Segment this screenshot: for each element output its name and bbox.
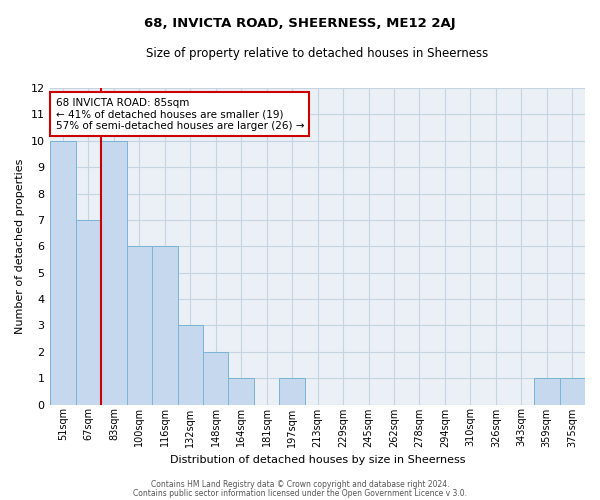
Y-axis label: Number of detached properties: Number of detached properties — [15, 158, 25, 334]
Text: Contains public sector information licensed under the Open Government Licence v : Contains public sector information licen… — [133, 488, 467, 498]
Bar — [152, 246, 178, 404]
Bar — [560, 378, 585, 404]
Bar — [178, 326, 203, 404]
Bar — [50, 141, 76, 405]
Text: 68, INVICTA ROAD, SHEERNESS, ME12 2AJ: 68, INVICTA ROAD, SHEERNESS, ME12 2AJ — [144, 18, 456, 30]
X-axis label: Distribution of detached houses by size in Sheerness: Distribution of detached houses by size … — [170, 455, 466, 465]
Bar — [101, 141, 127, 405]
Bar — [280, 378, 305, 404]
Text: Contains HM Land Registry data © Crown copyright and database right 2024.: Contains HM Land Registry data © Crown c… — [151, 480, 449, 489]
Title: Size of property relative to detached houses in Sheerness: Size of property relative to detached ho… — [146, 48, 489, 60]
Bar — [534, 378, 560, 404]
Bar — [229, 378, 254, 404]
Bar — [203, 352, 229, 405]
Bar — [127, 246, 152, 404]
Text: 68 INVICTA ROAD: 85sqm
← 41% of detached houses are smaller (19)
57% of semi-det: 68 INVICTA ROAD: 85sqm ← 41% of detached… — [56, 98, 304, 130]
Bar — [76, 220, 101, 404]
